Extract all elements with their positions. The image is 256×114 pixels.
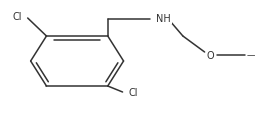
Text: O: O	[207, 51, 214, 60]
Text: Cl: Cl	[12, 12, 22, 22]
Text: Cl: Cl	[129, 87, 138, 97]
Text: NH: NH	[156, 14, 171, 24]
Text: —: —	[246, 51, 254, 60]
